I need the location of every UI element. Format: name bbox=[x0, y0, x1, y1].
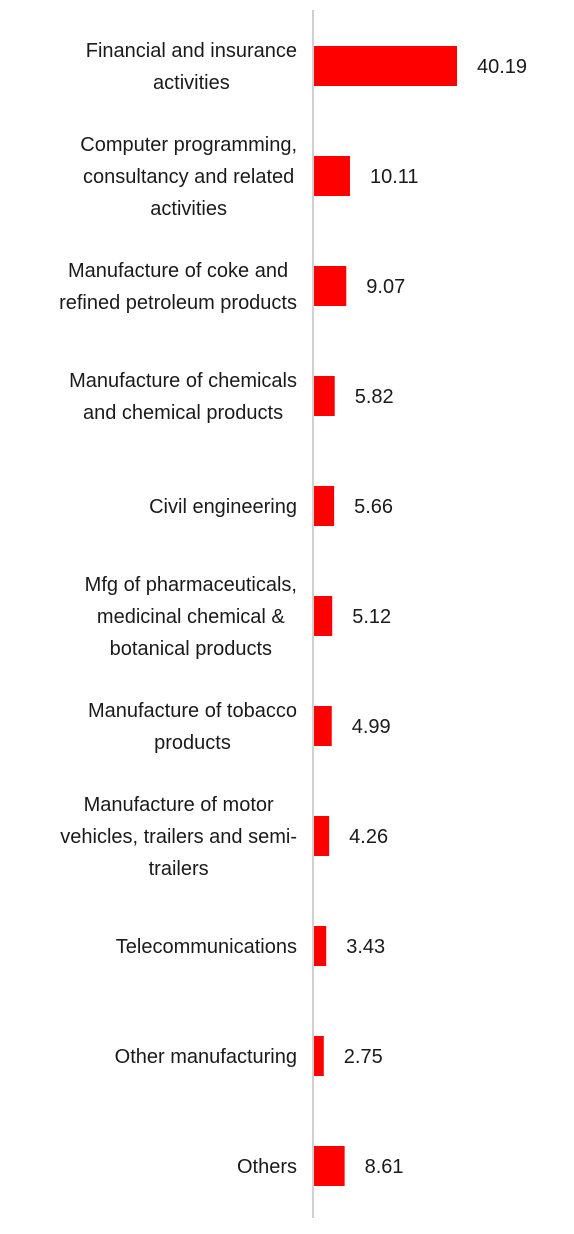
category-label-line: vehicles, trailers and semi- bbox=[60, 826, 297, 848]
category-label-1: Computer programming, consultancy and rel… bbox=[80, 134, 297, 220]
category-label-2: Manufacture of coke and refined petroleum… bbox=[59, 260, 297, 314]
bar-9 bbox=[314, 1036, 324, 1076]
category-label-6: Manufacture of tobacco products bbox=[88, 700, 297, 754]
category-label-line: consultancy and related bbox=[83, 166, 294, 188]
category-label-line: Manufacture of tobacco bbox=[88, 700, 297, 722]
bars bbox=[314, 46, 457, 1186]
category-label-line: Telecommunications bbox=[116, 936, 297, 958]
category-label-line: activities bbox=[150, 198, 227, 220]
value-label-8: 3.43 bbox=[346, 936, 385, 958]
category-label-9: Other manufacturing bbox=[115, 1046, 297, 1068]
value-label-4: 5.66 bbox=[354, 496, 393, 518]
category-label-line: products bbox=[154, 732, 231, 754]
bar-8 bbox=[314, 926, 327, 966]
category-label-line: Manufacture of motor bbox=[84, 794, 274, 816]
bar-7 bbox=[314, 816, 330, 856]
bar-4 bbox=[314, 486, 335, 526]
value-label-1: 10.11 bbox=[370, 166, 419, 188]
value-label-3: 5.82 bbox=[355, 386, 394, 408]
category-label-3: Manufacture of chemicals and chemical pro… bbox=[69, 370, 297, 424]
category-labels: Financial and insurance activitiesCompute… bbox=[59, 40, 297, 1178]
category-label-line: Manufacture of coke and bbox=[68, 260, 288, 282]
value-label-7: 4.26 bbox=[349, 826, 388, 848]
category-label-line: Other manufacturing bbox=[115, 1046, 297, 1068]
category-label-line: Mfg of pharmaceuticals, bbox=[85, 574, 297, 596]
category-label-line: and chemical products bbox=[83, 402, 283, 424]
category-label-4: Civil engineering bbox=[149, 496, 297, 518]
category-label-line: Others bbox=[237, 1156, 297, 1178]
bar-3 bbox=[314, 376, 335, 416]
value-label-5: 5.12 bbox=[352, 606, 391, 628]
value-label-0: 40.19 bbox=[477, 56, 527, 78]
value-label-9: 2.75 bbox=[344, 1046, 383, 1068]
category-label-line: refined petroleum products bbox=[59, 292, 297, 314]
bar-6 bbox=[314, 706, 332, 746]
category-label-10: Others bbox=[237, 1156, 297, 1178]
category-label-line: Manufacture of chemicals bbox=[69, 370, 297, 392]
bar-10 bbox=[314, 1146, 345, 1186]
value-label-10: 8.61 bbox=[365, 1156, 404, 1178]
category-label-5: Mfg of pharmaceuticals, medicinal chemica… bbox=[85, 574, 297, 660]
category-label-7: Manufacture of motor vehicles, trailers a… bbox=[60, 794, 297, 880]
category-label-line: botanical products bbox=[110, 638, 272, 660]
category-label-line: Civil engineering bbox=[149, 496, 297, 518]
bar-2 bbox=[314, 266, 347, 306]
bar-0 bbox=[314, 46, 457, 86]
category-label-line: medicinal chemical & bbox=[97, 606, 286, 628]
value-label-6: 4.99 bbox=[352, 716, 391, 738]
value-label-2: 9.07 bbox=[366, 276, 405, 298]
category-label-0: Financial and insurance activities bbox=[86, 40, 297, 94]
category-label-line: Computer programming, bbox=[80, 134, 297, 156]
category-label-line: Financial and insurance bbox=[86, 40, 297, 62]
bar-5 bbox=[314, 596, 333, 636]
category-label-line: activities bbox=[153, 72, 230, 94]
bar-1 bbox=[314, 156, 350, 196]
category-label-line: trailers bbox=[149, 858, 209, 880]
category-label-8: Telecommunications bbox=[116, 936, 297, 958]
value-labels: 40.19 10.11 9.07 5.82 5.66 5.12 4.99 4.26 3.43 2.… bbox=[344, 56, 527, 1178]
